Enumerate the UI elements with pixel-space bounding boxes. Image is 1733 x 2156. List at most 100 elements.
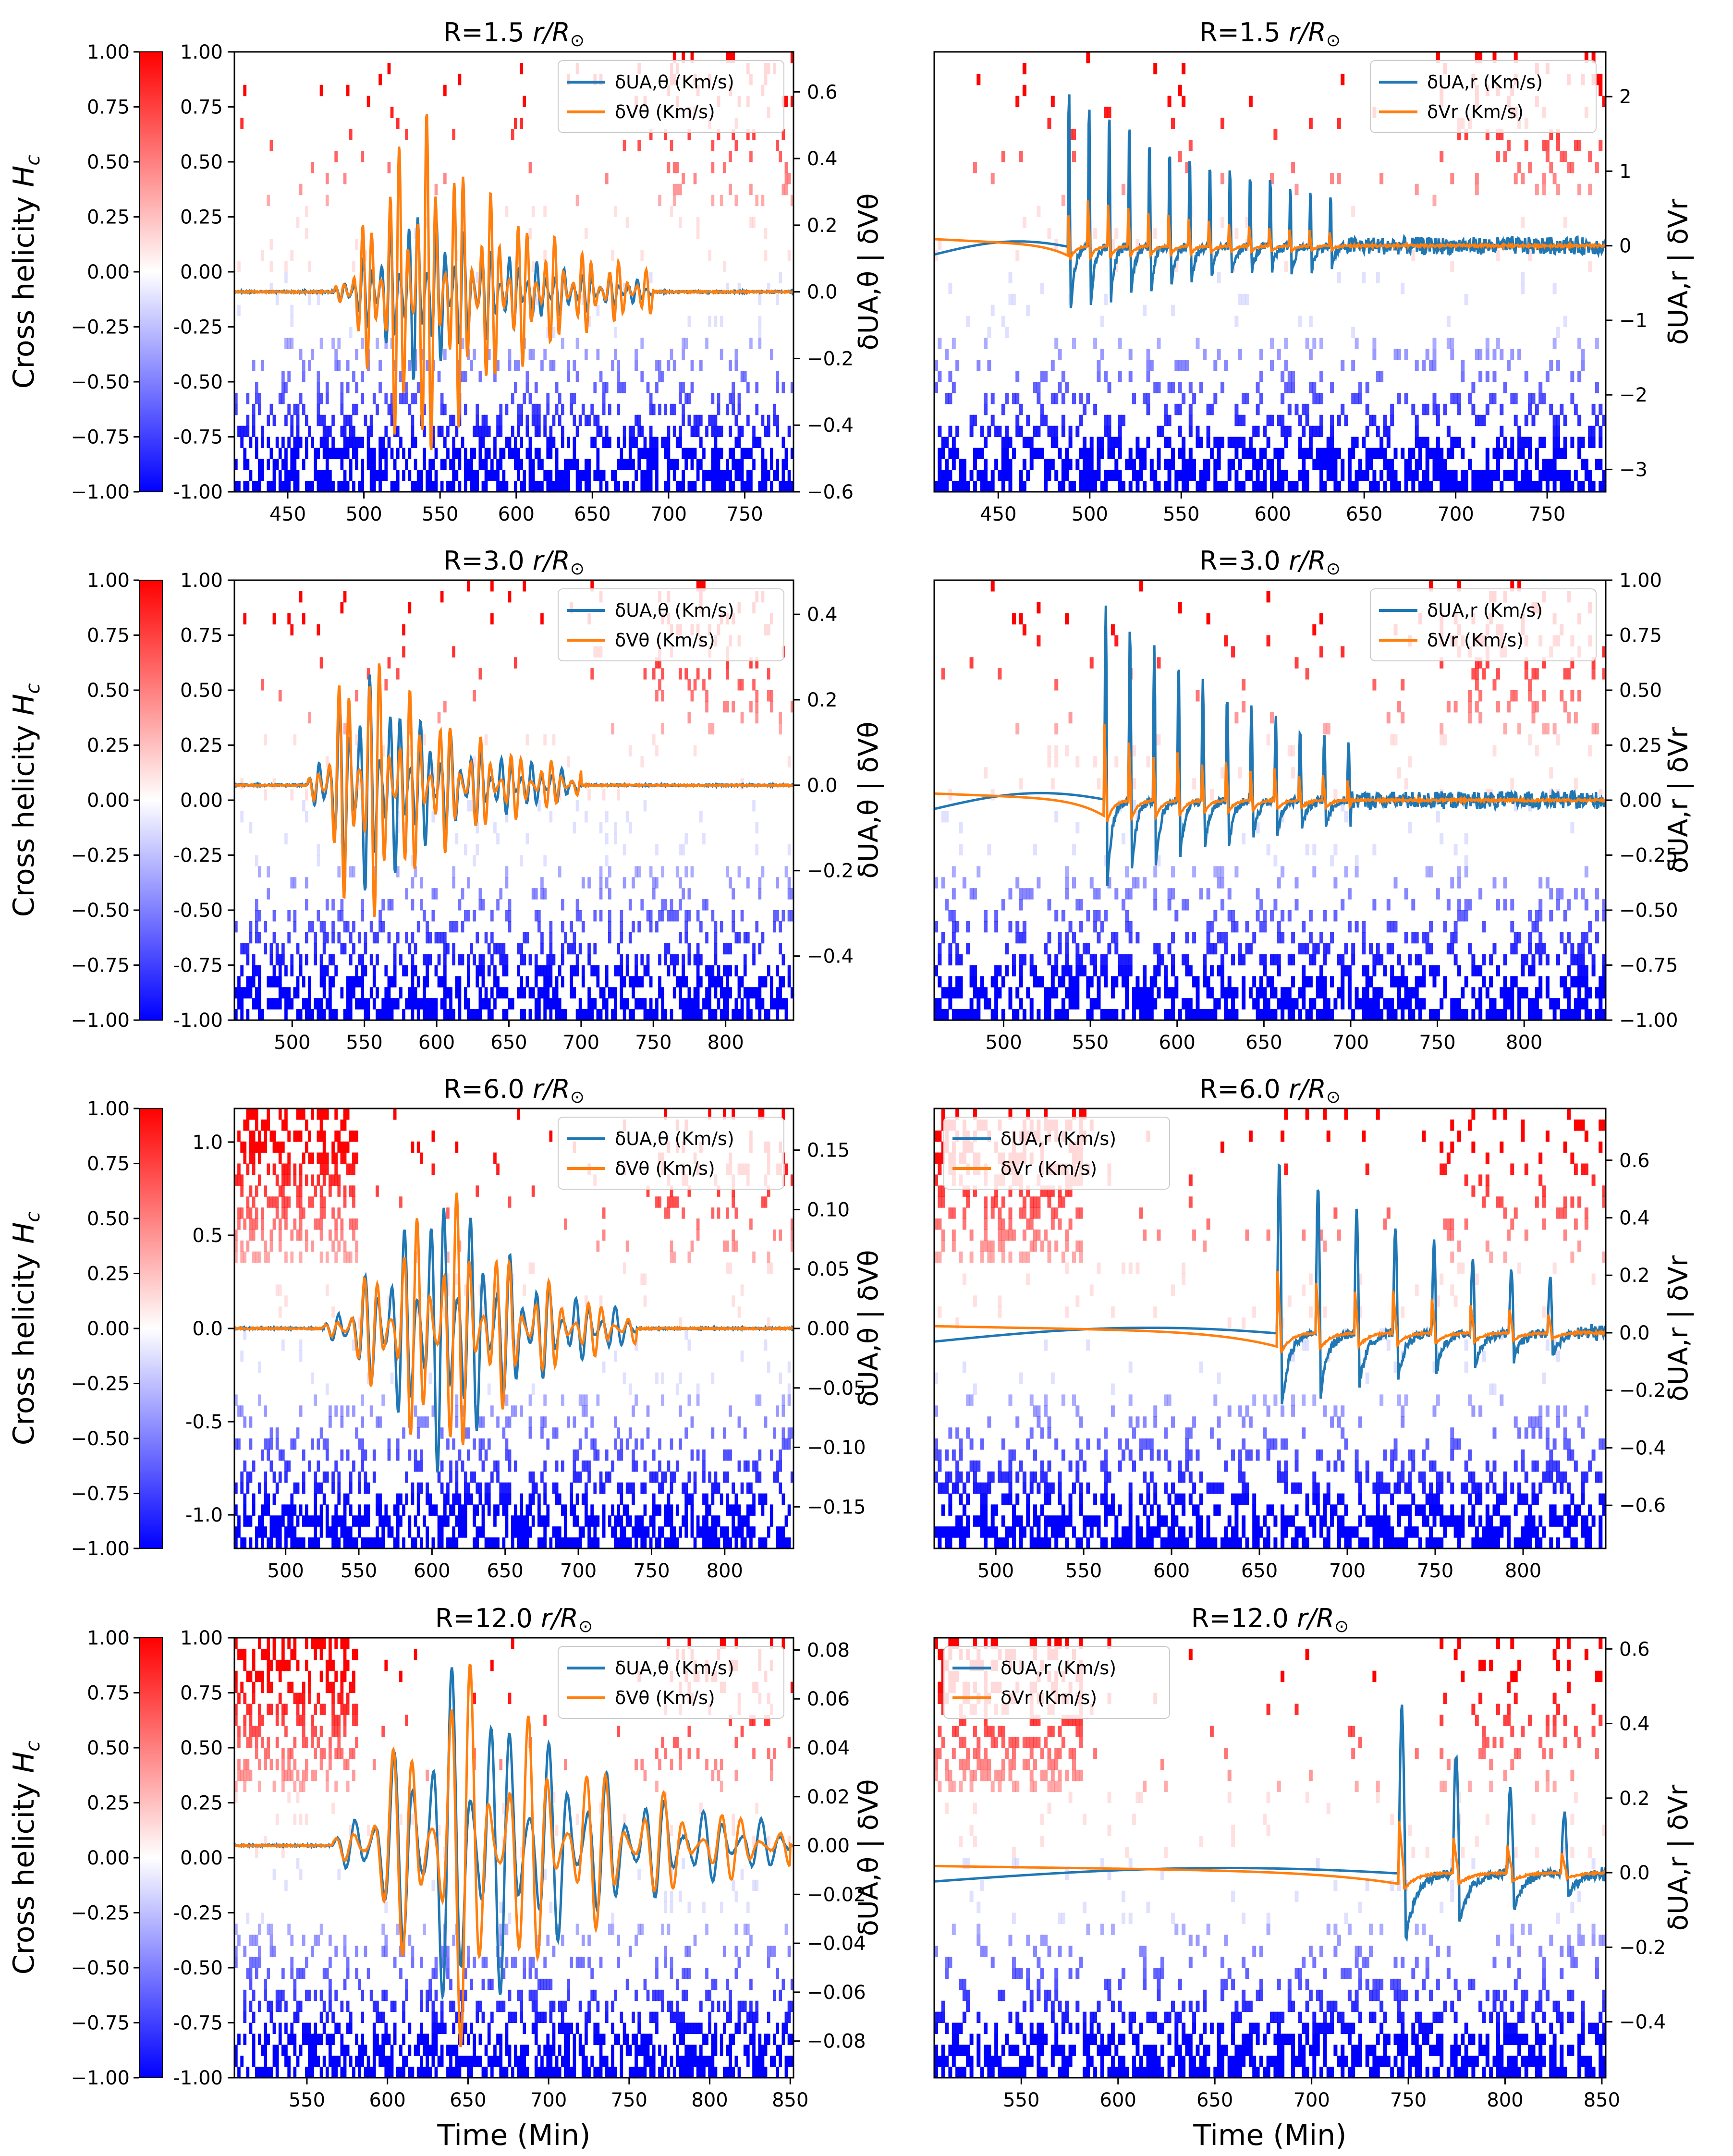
heatmap-cell <box>322 976 326 987</box>
heatmap-cell <box>984 338 988 349</box>
heatmap-cell <box>311 1009 314 1020</box>
heatmap-cell <box>1464 899 1468 911</box>
heatmap-cell <box>658 657 661 669</box>
heatmap-cell <box>317 1009 320 1020</box>
heatmap-cell <box>1242 998 1246 1010</box>
heatmap-cell <box>585 481 588 492</box>
title-main: R=3.0 <box>443 546 533 576</box>
heatmap-cell <box>708 998 711 1010</box>
heatmap-cell <box>1425 437 1429 448</box>
heatmap-cell <box>1224 998 1228 1010</box>
heatmap-cell <box>317 371 320 382</box>
heatmap-cell <box>740 910 744 922</box>
heatmap-cell <box>1188 1009 1193 1020</box>
heatmap-cell <box>1344 943 1348 955</box>
x-tick-label: 600 <box>498 503 535 525</box>
heatmap-cell <box>325 1438 329 1450</box>
heatmap-cell <box>322 426 326 438</box>
heatmap-cell <box>1319 646 1323 658</box>
heatmap-cell <box>334 1163 338 1175</box>
heatmap-cell <box>1305 448 1309 459</box>
heatmap-cell <box>1538 910 1543 922</box>
heatmap-cell <box>240 965 244 976</box>
heatmap-cell <box>773 414 776 426</box>
heatmap-cell <box>1510 349 1514 360</box>
heatmap-cell <box>1118 470 1122 481</box>
heatmap-cell <box>322 1207 326 1219</box>
heatmap-cell <box>941 811 945 823</box>
heatmap-cell <box>478 448 482 459</box>
heatmap-cell <box>1001 899 1005 911</box>
heatmap-cell <box>1044 987 1048 999</box>
heatmap-cell <box>952 921 956 933</box>
heatmap-cell <box>973 965 977 976</box>
heatmap-cell <box>1500 129 1504 140</box>
heatmap-cell <box>632 459 635 470</box>
heatmap-cell <box>440 591 444 603</box>
heatmap-cell <box>525 414 529 426</box>
heatmap-cell <box>1001 1009 1005 1020</box>
heatmap-cell <box>1341 954 1345 966</box>
heatmap-cell <box>1570 976 1574 987</box>
heatmap-cell <box>578 470 582 481</box>
heatmap-cell <box>620 910 623 922</box>
heatmap-cell <box>1376 987 1380 999</box>
heatmap-cell <box>275 1174 279 1186</box>
heatmap-cell <box>293 734 297 746</box>
heatmap-cell <box>1471 470 1476 481</box>
heatmap-cell <box>746 1009 750 1020</box>
heatmap-cell <box>605 998 609 1010</box>
heatmap-cell <box>938 470 942 481</box>
heatmap-cell <box>635 866 638 877</box>
heatmap-cell <box>1213 998 1218 1010</box>
heatmap-cell <box>302 976 305 987</box>
heatmap-cell <box>1298 437 1302 448</box>
heatmap-cell <box>446 426 450 438</box>
heatmap-cell <box>1182 62 1186 74</box>
heatmap-cell <box>1008 272 1013 283</box>
heatmap-cell <box>1217 272 1221 283</box>
heatmap-cell <box>287 1504 291 1516</box>
heatmap-cell <box>290 316 294 328</box>
heatmap-cell <box>1379 470 1384 481</box>
heatmap-cell <box>1591 668 1596 680</box>
heatmap-cell <box>1390 481 1394 492</box>
heatmap-cell <box>1333 789 1338 801</box>
heatmap-cell <box>443 1306 447 1318</box>
heatmap-cell <box>1531 668 1536 680</box>
heatmap-cell <box>511 448 514 459</box>
heatmap-cell <box>455 1471 459 1483</box>
heatmap-cell <box>1174 976 1179 987</box>
heatmap-cell <box>352 403 355 415</box>
heatmap-cell <box>275 943 279 955</box>
heatmap-cell <box>1464 976 1468 987</box>
heatmap-cell <box>1153 976 1158 987</box>
heatmap-cell <box>938 371 942 382</box>
heatmap-cell <box>1196 976 1200 987</box>
heatmap-cell <box>1206 613 1210 625</box>
heatmap-cell <box>599 987 603 999</box>
heatmap-cell <box>720 976 723 987</box>
legend-box <box>558 60 784 133</box>
heatmap-cell <box>945 481 949 492</box>
heatmap-cell <box>1287 954 1292 966</box>
heatmap-cell <box>502 954 506 966</box>
heatmap-cell <box>1005 943 1009 955</box>
heatmap-cell <box>505 954 509 966</box>
heatmap-cell <box>955 1009 960 1020</box>
heatmap-cell <box>473 690 476 702</box>
heatmap-cell <box>317 998 320 1010</box>
heatmap-cell <box>585 414 588 426</box>
heatmap-cell <box>1383 481 1387 492</box>
heatmap-cell <box>537 414 541 426</box>
heatmap-cell <box>1577 140 1582 151</box>
heatmap-cell <box>1199 481 1203 492</box>
heatmap-cell <box>234 1438 238 1450</box>
colorbar-tick-label: 1.00 <box>87 41 130 63</box>
heatmap-cell <box>1097 932 1101 944</box>
heatmap-cell <box>1453 954 1458 966</box>
heatmap-cell <box>658 371 661 382</box>
heatmap-cell <box>1535 481 1539 492</box>
heatmap-cell <box>1248 987 1253 999</box>
heatmap-cell <box>1524 954 1528 966</box>
